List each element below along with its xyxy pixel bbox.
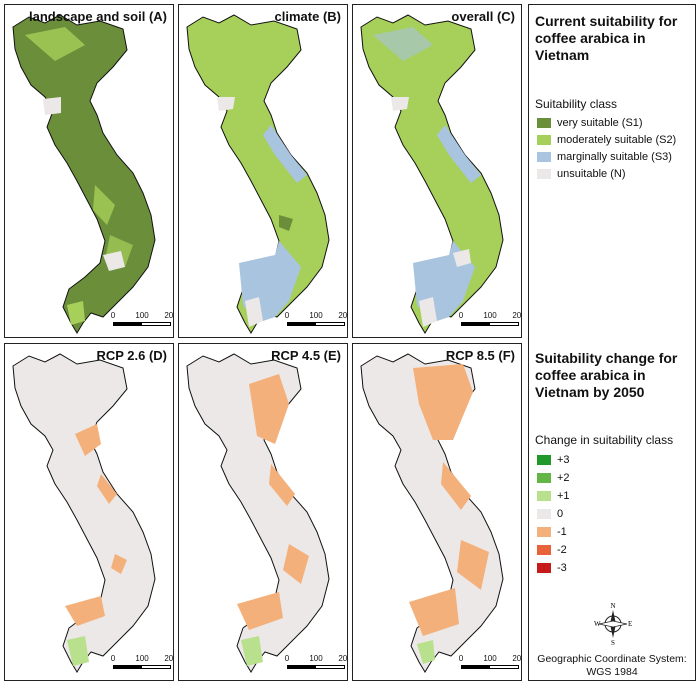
legend-item: moderately suitable (S2)	[537, 133, 676, 146]
scale-tick: 0	[284, 311, 290, 320]
legend-label: +2	[557, 471, 570, 484]
scale-tick: 0	[458, 311, 464, 320]
scale-tick: 100	[309, 311, 323, 320]
scale-tick: 100	[309, 654, 323, 663]
scale-tick: 0	[110, 311, 116, 320]
legend-item: +2	[537, 471, 570, 484]
scale-tick: 0	[110, 654, 116, 663]
compass-s: S	[611, 639, 615, 645]
legend-label: 0	[557, 507, 564, 520]
legend-change-title: Suitability change for coffee arabica in…	[535, 350, 678, 400]
scale-bar: 0100200 km	[110, 654, 174, 676]
map-panel-rcp26: RCP 2.6 (D) 0100200 km	[4, 343, 174, 681]
scale-tick: 100	[135, 311, 149, 320]
map-climate	[186, 14, 330, 334]
map-panel-rcp45: RCP 4.5 (E) 0100200 km	[178, 343, 348, 681]
compass-e: E	[628, 620, 632, 628]
scale-bar: 0100200 km	[110, 311, 174, 333]
legend-item: -2	[537, 543, 567, 556]
panel-title: landscape and soil (A)	[29, 9, 167, 24]
scale-tick: 100	[483, 311, 497, 320]
legend-swatch	[537, 151, 551, 162]
legend-label: -3	[557, 561, 567, 574]
map-overall	[360, 14, 504, 334]
scale-bar: 0100200 km	[284, 654, 348, 676]
legend-item: +1	[537, 489, 570, 502]
legend-swatch	[537, 117, 551, 128]
legend-label: very suitable (S1)	[557, 116, 643, 129]
panel-title: RCP 4.5 (E)	[271, 348, 341, 363]
legend-item: -3	[537, 561, 567, 574]
legend-swatch	[537, 168, 551, 179]
coordinate-system-value: WGS 1984	[586, 666, 638, 678]
legend-current-subtitle: Suitability class	[535, 97, 618, 111]
scale-tick: 200	[164, 311, 174, 320]
panel-title: RCP 2.6 (D)	[96, 348, 167, 363]
compass-n: N	[610, 602, 615, 610]
compass-w: W	[594, 620, 601, 628]
legend-current-title: Current suitability for coffee arabica i…	[535, 13, 678, 63]
legend-label: +3	[557, 453, 570, 466]
scale-tick: 200	[512, 654, 522, 663]
legend-swatch	[537, 544, 551, 555]
scale-tick: 100	[483, 654, 497, 663]
scale-bar: 0100200 km	[458, 311, 522, 333]
compass-rose-icon: N S W E	[594, 602, 632, 645]
map-landscape-soil	[12, 14, 156, 334]
legend-label: moderately suitable (S2)	[557, 133, 677, 146]
legend-label: -1	[557, 525, 567, 538]
legend-swatch	[537, 472, 551, 483]
scale-tick: 200	[512, 311, 522, 320]
legend-swatch	[537, 490, 551, 501]
scale-tick: 200	[338, 311, 348, 320]
legend-swatch	[537, 134, 551, 145]
legend-item: marginally suitable (S3)	[537, 150, 672, 163]
legend-item: very suitable (S1)	[537, 116, 643, 129]
panel-title: climate (B)	[274, 9, 341, 24]
legend-swatch	[537, 562, 551, 573]
legend-label: +1	[557, 489, 570, 502]
legend-item: -1	[537, 525, 567, 538]
legend-label: -2	[557, 543, 567, 556]
legend-item: unsuitable (N)	[537, 167, 625, 180]
panel-title: overall (C)	[451, 9, 515, 24]
scale-bar: 0100200 km	[284, 311, 348, 333]
legend-label: marginally suitable (S3)	[557, 150, 672, 163]
legend-item: 0	[537, 507, 563, 520]
legend-label: unsuitable (N)	[557, 167, 626, 180]
scale-tick: 0	[284, 654, 290, 663]
scale-tick: 100	[135, 654, 149, 663]
map-rcp26	[12, 353, 156, 673]
legend-panel: Current suitability for coffee arabica i…	[528, 4, 696, 681]
coordinate-system-label: Geographic Coordinate System:	[537, 653, 687, 665]
scale-tick: 0	[458, 654, 464, 663]
legend-item: +3	[537, 453, 570, 466]
map-panel-overall: overall (C) 0100200 km	[352, 4, 522, 338]
legend-swatch	[537, 526, 551, 537]
map-rcp85	[360, 353, 504, 673]
scale-bar: 0100200 km	[458, 654, 522, 676]
map-panel-climate: climate (B) 0100200 km	[178, 4, 348, 338]
legend-swatch	[537, 508, 551, 519]
map-panel-landscape-soil: landscape and soil (A) 0100200 km	[4, 4, 174, 338]
legend-change-subtitle: Change in suitability class	[535, 433, 674, 447]
legend-swatch	[537, 454, 551, 465]
panel-title: RCP 8.5 (F)	[445, 348, 515, 363]
scale-tick: 200	[338, 654, 348, 663]
scale-tick: 200	[164, 654, 174, 663]
map-rcp45	[186, 353, 330, 673]
map-panel-rcp85: RCP 8.5 (F) 0100200 km	[352, 343, 522, 681]
